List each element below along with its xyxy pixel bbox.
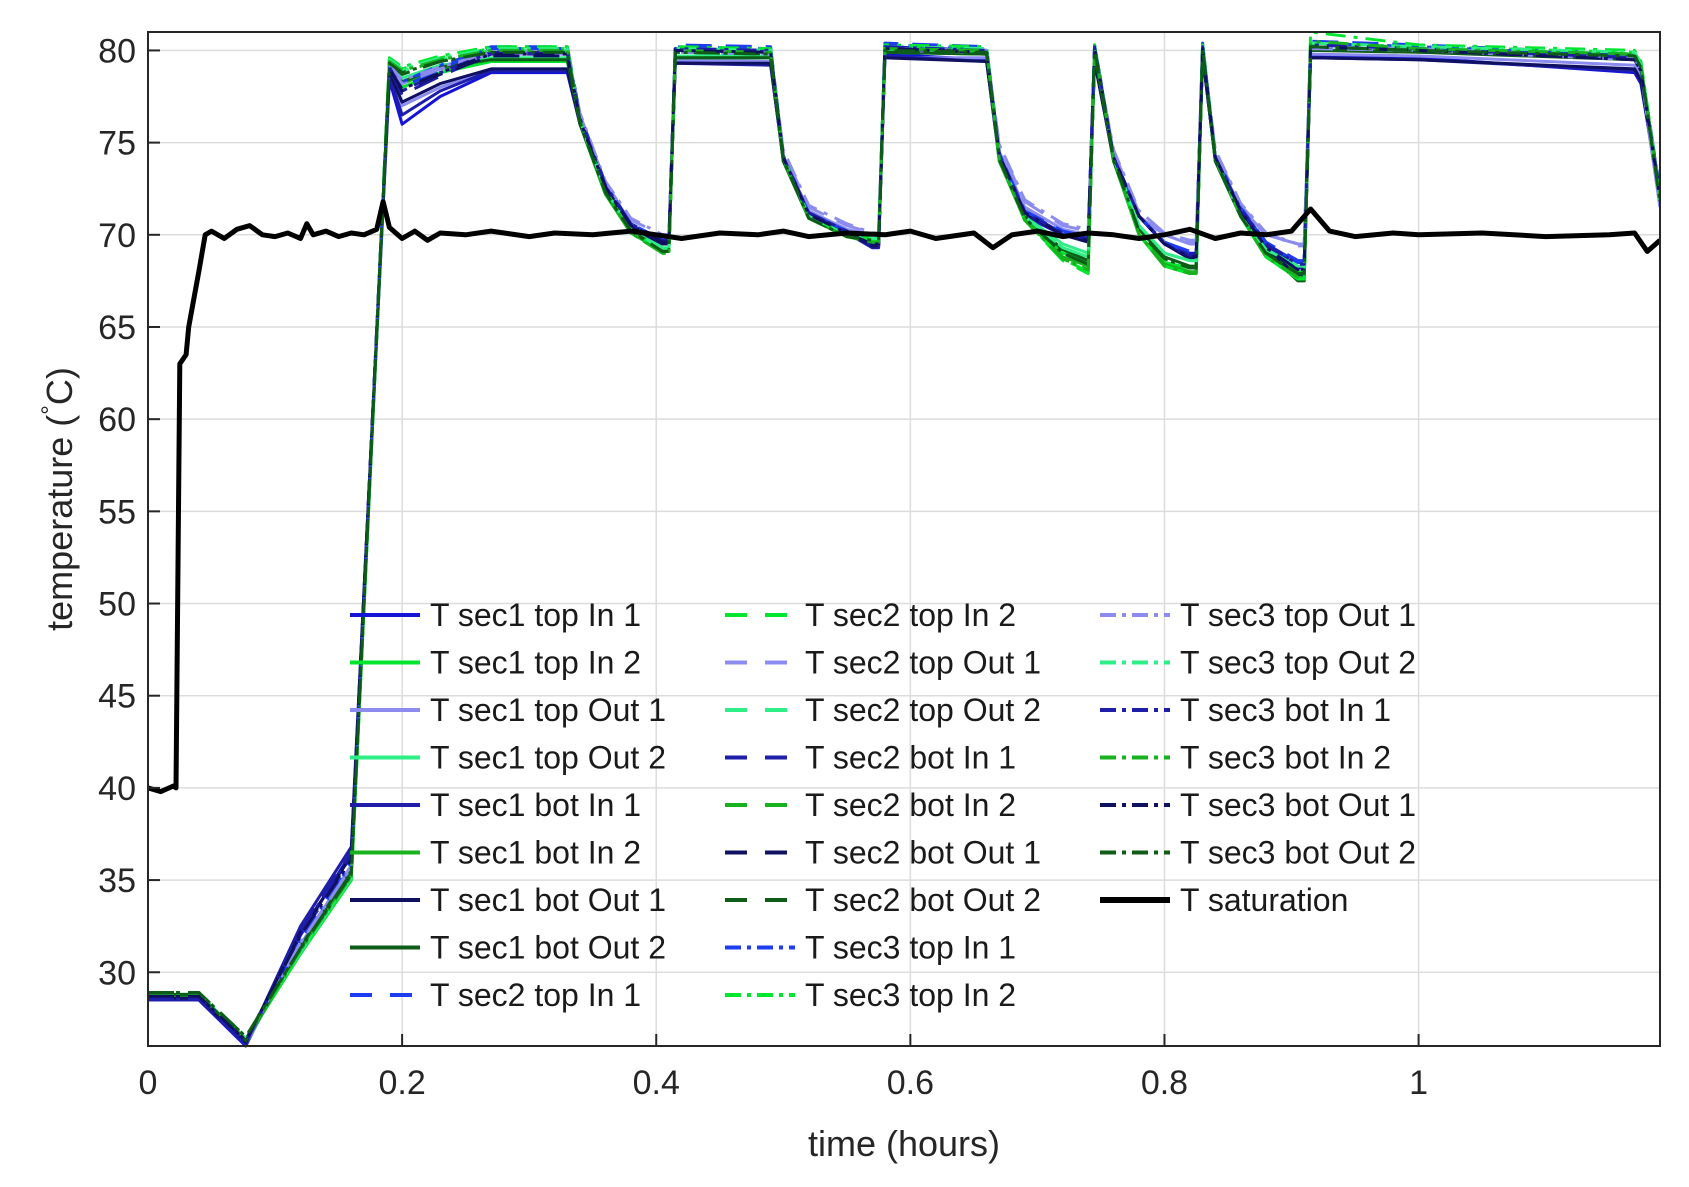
legend-label: T sec1 top In 1 (430, 597, 641, 633)
legend-entry: T sec3 bot In 2 (1100, 740, 1391, 776)
legend-entry: T sec1 bot In 2 (350, 835, 641, 871)
y-tick-label: 80 (98, 32, 136, 70)
legend-entry: T sec3 top In 2 (725, 977, 1016, 1013)
x-axis-label: time (hours) (808, 1123, 1000, 1164)
y-tick-label: 30 (98, 954, 136, 992)
legend-label: T sec2 top In 2 (805, 597, 1016, 633)
legend-label: T sec3 top Out 1 (1180, 597, 1416, 633)
legend-entry: T sec2 top Out 2 (725, 692, 1041, 728)
legend-label: T sec3 bot In 2 (1180, 740, 1391, 776)
y-axis-label-unit: C) (39, 367, 80, 405)
plot-frame (147, 31, 1661, 1047)
series-line-t-sec3-top-in-2 (148, 30, 1660, 1039)
y-tick-label: 40 (98, 770, 136, 808)
y-tick-label: 55 (98, 493, 136, 531)
legend-label: T sec2 top Out 1 (805, 645, 1041, 681)
legend-entry: T sec3 top Out 2 (1100, 645, 1416, 681)
x-tick-label: 1 (1409, 1064, 1428, 1102)
y-tick-label: 70 (98, 217, 136, 255)
legend-label: T sec3 top In 1 (805, 930, 1016, 966)
legend-entry: T sec2 bot Out 2 (725, 882, 1041, 918)
y-axis-label-main: temperature ( (39, 415, 80, 631)
legend-label: T sec3 bot Out 1 (1180, 787, 1416, 823)
legend-entry: T sec3 bot In 1 (1100, 692, 1391, 728)
legend-label: T sec3 bot In 1 (1180, 692, 1391, 728)
legend-entry: T sec2 bot In 2 (725, 787, 1016, 823)
legend-label: T sec1 bot In 1 (430, 787, 641, 823)
series-layer (148, 30, 1660, 1048)
legend-entry: T sec2 top Out 1 (725, 645, 1041, 681)
legend: T sec1 top In 1 T sec1 top In 2 T sec1 top… (350, 597, 1416, 1013)
legend-label: T sec3 bot Out 2 (1180, 835, 1416, 871)
legend-entry: T sec1 top Out 2 (350, 740, 666, 776)
y-tick-label: 75 (98, 125, 136, 163)
legend-label: T sec3 top In 2 (805, 977, 1016, 1013)
y-tick-label: 35 (98, 862, 136, 900)
legend-label: T sec2 top Out 2 (805, 692, 1041, 728)
legend-entry: T sec1 top Out 1 (350, 692, 666, 728)
x-tick-label: 0.6 (887, 1064, 934, 1102)
series-line-t-sec2-top-out-2 (148, 43, 1660, 1039)
y-axis-label: temperature (°C) (37, 367, 80, 631)
legend-entry: T sec1 top In 2 (350, 645, 641, 681)
legend-label: T sec2 bot In 1 (805, 740, 1016, 776)
x-tick-label: 0.8 (1141, 1064, 1188, 1102)
legend-entry: T sec3 top In 1 (725, 930, 1016, 966)
legend-label: T sec1 bot In 2 (430, 835, 641, 871)
y-tick-label: 45 (98, 678, 136, 716)
legend-entry: T sec2 bot Out 1 (725, 835, 1041, 871)
legend-entry: T sec1 bot Out 1 (350, 882, 666, 918)
x-tick-label: 0.4 (633, 1064, 680, 1102)
legend-label: T sec1 bot Out 1 (430, 882, 666, 918)
legend-entry: T saturation (1100, 882, 1348, 918)
y-tick-label: 65 (98, 309, 136, 347)
legend-entry: T sec1 bot Out 2 (350, 930, 666, 966)
legend-label: T sec1 top Out 1 (430, 692, 666, 728)
series-line-t-sec3-bot-out-2 (148, 45, 1660, 1039)
svg-text:temperature (°C): temperature (°C) (37, 367, 80, 631)
plot-area (148, 32, 1660, 1046)
x-tick-label: 0.2 (378, 1064, 425, 1102)
legend-label: T sec1 top In 2 (430, 645, 641, 681)
legend-label: T sec1 top Out 2 (430, 740, 666, 776)
y-axis-label-degree: ° (37, 405, 64, 415)
legend-entry: T sec1 top In 1 (350, 597, 641, 633)
legend-label: T sec2 bot In 2 (805, 787, 1016, 823)
legend-label: T sec2 bot Out 2 (805, 882, 1041, 918)
legend-label: T sec3 top Out 2 (1180, 645, 1416, 681)
series-line-t-sec3-bot-in-2 (148, 39, 1660, 1041)
legend-entry: T sec1 bot In 1 (350, 787, 641, 823)
legend-label: T sec2 top In 1 (430, 977, 641, 1013)
legend-entry: T sec3 bot Out 1 (1100, 787, 1416, 823)
x-tick-label: 0 (139, 1064, 158, 1102)
legend-entry: T sec2 top In 2 (725, 597, 1016, 633)
legend-entry: T sec3 top Out 1 (1100, 597, 1416, 633)
y-tick-label: 60 (98, 401, 136, 439)
legend-label: T sec2 bot Out 1 (805, 835, 1041, 871)
series-line-t-saturation (148, 199, 1660, 795)
legend-label: T saturation (1180, 882, 1348, 918)
legend-label: T sec1 bot Out 2 (430, 930, 666, 966)
legend-entry: T sec2 top In 1 (350, 977, 641, 1013)
y-tick-label: 50 (98, 586, 136, 624)
legend-entry: T sec2 bot In 1 (725, 740, 1016, 776)
legend-entry: T sec3 bot Out 2 (1100, 835, 1416, 871)
axis-ticks: 0 0.2 0.4 0.6 0.8 1 30 35 40 45 50 55 60 65 70 75 80 (98, 32, 1428, 1102)
